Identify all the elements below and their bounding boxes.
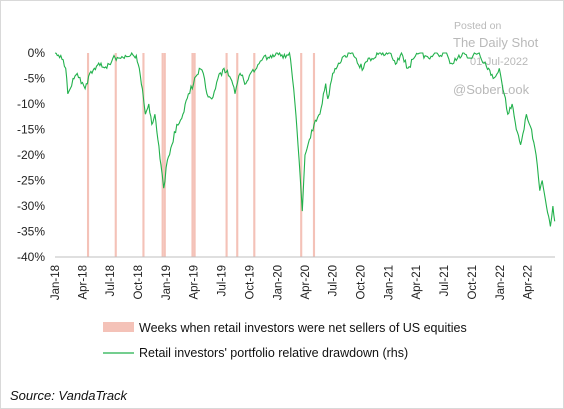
y-tick-label: -5% bbox=[24, 72, 46, 86]
x-tick-label: Apr-18 bbox=[77, 265, 89, 300]
net-seller-bar bbox=[225, 53, 228, 257]
net-seller-bar bbox=[300, 53, 303, 257]
net-seller-bar bbox=[236, 53, 239, 257]
net-seller-bar bbox=[161, 53, 164, 257]
net-seller-bar bbox=[253, 53, 256, 257]
net-seller-bar bbox=[312, 53, 316, 257]
y-tick-label: -15% bbox=[17, 123, 45, 137]
net-seller-bar bbox=[193, 53, 196, 257]
watermark: Posted on The Daily Shot 01-Jul-2022 @So… bbox=[453, 20, 539, 97]
y-tick-label: 0% bbox=[28, 46, 46, 60]
y-tick-label: -10% bbox=[17, 97, 45, 111]
net-seller-bar bbox=[86, 53, 90, 257]
y-tick-label: -30% bbox=[17, 199, 45, 213]
y-axis: 0% -5% -10% -15% -20% -25% -30% -35% -40% bbox=[17, 46, 45, 264]
legend-line-label: Retail investors' portfolio relative dra… bbox=[139, 346, 408, 360]
legend-bars-label: Weeks when retail investors were net sel… bbox=[139, 321, 467, 335]
x-tick-label: Jul-20 bbox=[328, 265, 340, 296]
watermark-handle: @SoberLook bbox=[453, 82, 530, 97]
x-tick-label: Oct-18 bbox=[133, 265, 145, 300]
legend: Weeks when retail investors were net sel… bbox=[103, 321, 467, 360]
y-tick-label: -35% bbox=[17, 225, 45, 239]
x-tick-label: Jan-22 bbox=[495, 265, 507, 300]
x-tick-label: Oct-21 bbox=[467, 265, 479, 300]
y-tick-label: -20% bbox=[17, 148, 45, 162]
net-seller-bar bbox=[191, 53, 194, 257]
x-tick-label: Apr-19 bbox=[189, 265, 201, 300]
x-axis: Jan-18 Apr-18 Jul-18 Oct-18 Jan-19 Apr-19 Jul-… bbox=[50, 265, 534, 300]
source-note: Source: VandaTrack bbox=[10, 388, 129, 403]
x-tick-label: Jul-21 bbox=[439, 265, 451, 296]
x-tick-label: Jan-20 bbox=[272, 265, 284, 300]
x-tick-label: Apr-20 bbox=[300, 265, 312, 300]
watermark-posted-on: Posted on bbox=[454, 20, 501, 32]
x-tick-label: Apr-21 bbox=[411, 265, 423, 300]
x-tick-label: Jan-21 bbox=[384, 265, 396, 300]
x-tick-label: Jan-19 bbox=[161, 265, 173, 300]
y-tick-label: -25% bbox=[17, 174, 45, 188]
x-tick-label: Jan-18 bbox=[50, 265, 62, 300]
net-seller-bars bbox=[86, 53, 316, 257]
x-tick-label: Jul-18 bbox=[105, 265, 117, 296]
watermark-date: 01-Jul-2022 bbox=[470, 56, 528, 68]
x-tick-label: Oct-20 bbox=[356, 265, 368, 300]
x-tick-label: Oct-19 bbox=[244, 265, 256, 300]
drawdown-line bbox=[54, 51, 556, 227]
x-tick-label: Apr-22 bbox=[522, 265, 534, 300]
x-tick-label: Jul-19 bbox=[216, 265, 228, 296]
y-tick-label: -40% bbox=[17, 250, 45, 264]
net-seller-bar bbox=[142, 53, 145, 257]
net-seller-bar bbox=[163, 53, 166, 257]
net-seller-bar bbox=[114, 53, 117, 257]
legend-bars-swatch bbox=[103, 322, 134, 332]
watermark-publisher: The Daily Shot bbox=[453, 35, 539, 50]
